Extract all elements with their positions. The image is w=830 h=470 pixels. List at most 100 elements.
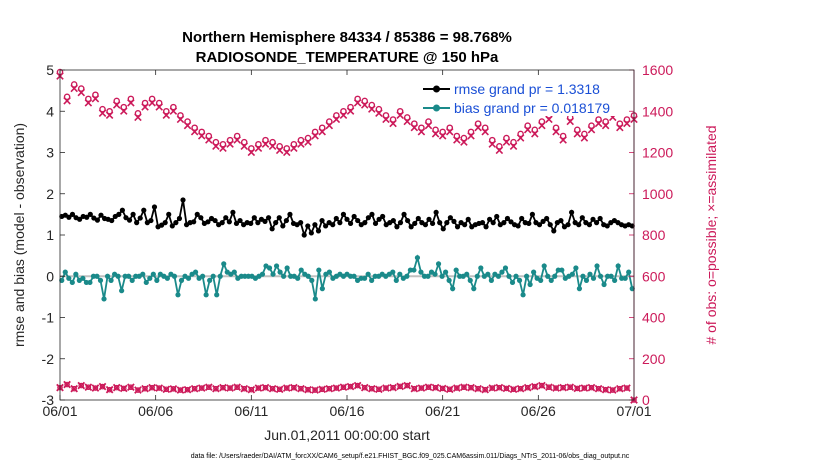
bias-point [478, 265, 484, 271]
bias-point [443, 269, 449, 275]
y-right-tick-label: 800 [642, 227, 666, 243]
rmse-point [119, 207, 125, 213]
obs-cross-stroke [332, 384, 341, 392]
obs-assimilated-point [226, 384, 234, 392]
obs-assimilated-near-possible-point [538, 121, 546, 130]
obs-assimilated-near-possible-point [112, 101, 121, 109]
obs-assimilated-near-possible-point [148, 99, 156, 107]
obs-cross-stroke [261, 383, 270, 392]
obs-assimilated-point [509, 385, 518, 394]
bias-point [119, 288, 125, 294]
obs-possible-ring [99, 383, 106, 390]
obs-assimilated-point [247, 385, 256, 394]
obs-cross-stroke [417, 127, 426, 136]
obs-possible-ring [184, 386, 191, 393]
obs-assimilated-point [530, 382, 539, 391]
rmse-point [269, 226, 275, 232]
obs-cross-stroke [339, 383, 348, 392]
obs-possible-point [559, 132, 567, 140]
rmse-point [198, 215, 204, 221]
obs-cross-stroke [176, 386, 185, 394]
rmse-point [362, 220, 368, 226]
obs-possible-point [177, 112, 184, 119]
obs-possible-ring [418, 385, 425, 391]
obs-cross-stroke [460, 138, 468, 146]
obs-possible-point [389, 116, 397, 123]
obs-assimilated-near-possible-point [98, 109, 107, 117]
obs-cross-stroke [275, 146, 284, 155]
bias-point [499, 269, 505, 275]
obs-cross-stroke [424, 121, 433, 130]
rmse-point [205, 219, 211, 225]
bias-point [203, 292, 209, 298]
rmse-point [429, 220, 436, 227]
obs-cross-stroke [226, 384, 234, 392]
obs-cross-stroke [573, 130, 582, 138]
rmse-point [98, 212, 104, 218]
bias-point [192, 269, 199, 275]
rmse-point [166, 211, 172, 217]
x-tick-label: 07/01 [616, 403, 651, 419]
rmse-point [273, 220, 279, 226]
bias-point [369, 277, 375, 283]
obs-cross-stroke [523, 125, 532, 134]
obs-assimilated-point [98, 382, 107, 391]
obs-assimilated-point [523, 383, 532, 392]
y-left-tick-label: 1 [46, 227, 54, 243]
obs-possible-point [574, 126, 581, 134]
obs-cross-stroke [538, 121, 546, 130]
obs-assimilated-near-possible-point [105, 111, 114, 120]
bias-point [520, 292, 526, 298]
legend-box [428, 76, 628, 116]
rmse-point [330, 222, 336, 228]
obs-assimilated-point [70, 384, 79, 393]
obs-assimilated-near-possible-point [389, 119, 397, 128]
obs-assimilated-near-possible-point [396, 111, 404, 120]
obs-assimilated-point [318, 385, 327, 394]
obs-cross-stroke [587, 383, 596, 392]
rmse-point [301, 232, 307, 238]
bias-point [509, 279, 516, 286]
obs-assimilated-near-possible-point [63, 97, 71, 105]
obs-cross-stroke [190, 127, 199, 136]
obs-cross-stroke [77, 381, 86, 390]
bias-point [305, 273, 311, 279]
x-tick-label: 06/06 [138, 403, 173, 419]
bias-point [516, 277, 523, 283]
obs-assimilated-point [410, 384, 419, 393]
rmse-point [173, 220, 179, 226]
obs-possible-ring [390, 384, 396, 391]
obs-possible-point [453, 132, 461, 140]
bias-point [485, 271, 491, 277]
obs-cross-stroke [346, 382, 355, 391]
y-left-tick-label: 0 [46, 268, 54, 284]
obs-cross-stroke [84, 383, 93, 392]
obs-possible-ring [298, 385, 304, 392]
rmse-point [593, 220, 600, 226]
obs-possible-ring [191, 385, 198, 392]
obs-assimilated-point [396, 382, 404, 391]
obs-possible-ring [510, 386, 517, 393]
obs-possible-point [552, 124, 560, 132]
obs-cross-stroke [332, 115, 341, 124]
obs-possible-ring [546, 384, 552, 391]
obs-possible-point [403, 114, 411, 121]
rmse-point [579, 215, 585, 221]
rmse-point [494, 213, 500, 220]
bias-point [502, 265, 509, 271]
obs-possible-point [503, 134, 510, 142]
obs-cross-stroke [91, 384, 100, 392]
obs-possible-ring [142, 385, 148, 392]
y-left-tick-label: 3 [46, 145, 54, 161]
x-tick-label: 06/16 [329, 403, 364, 419]
obs-cross-stroke [141, 384, 149, 393]
obs-assimilated-point [148, 383, 156, 392]
obs-assimilated-near-possible-point [268, 142, 277, 150]
obs-possible-ring [347, 383, 354, 390]
bias-point [548, 277, 554, 283]
obs-possible-point [418, 124, 425, 132]
obs-assimilated-point [367, 384, 376, 393]
bias-point [326, 269, 332, 275]
y-left-tick-label: -3 [42, 392, 55, 408]
bias-point [259, 271, 266, 277]
